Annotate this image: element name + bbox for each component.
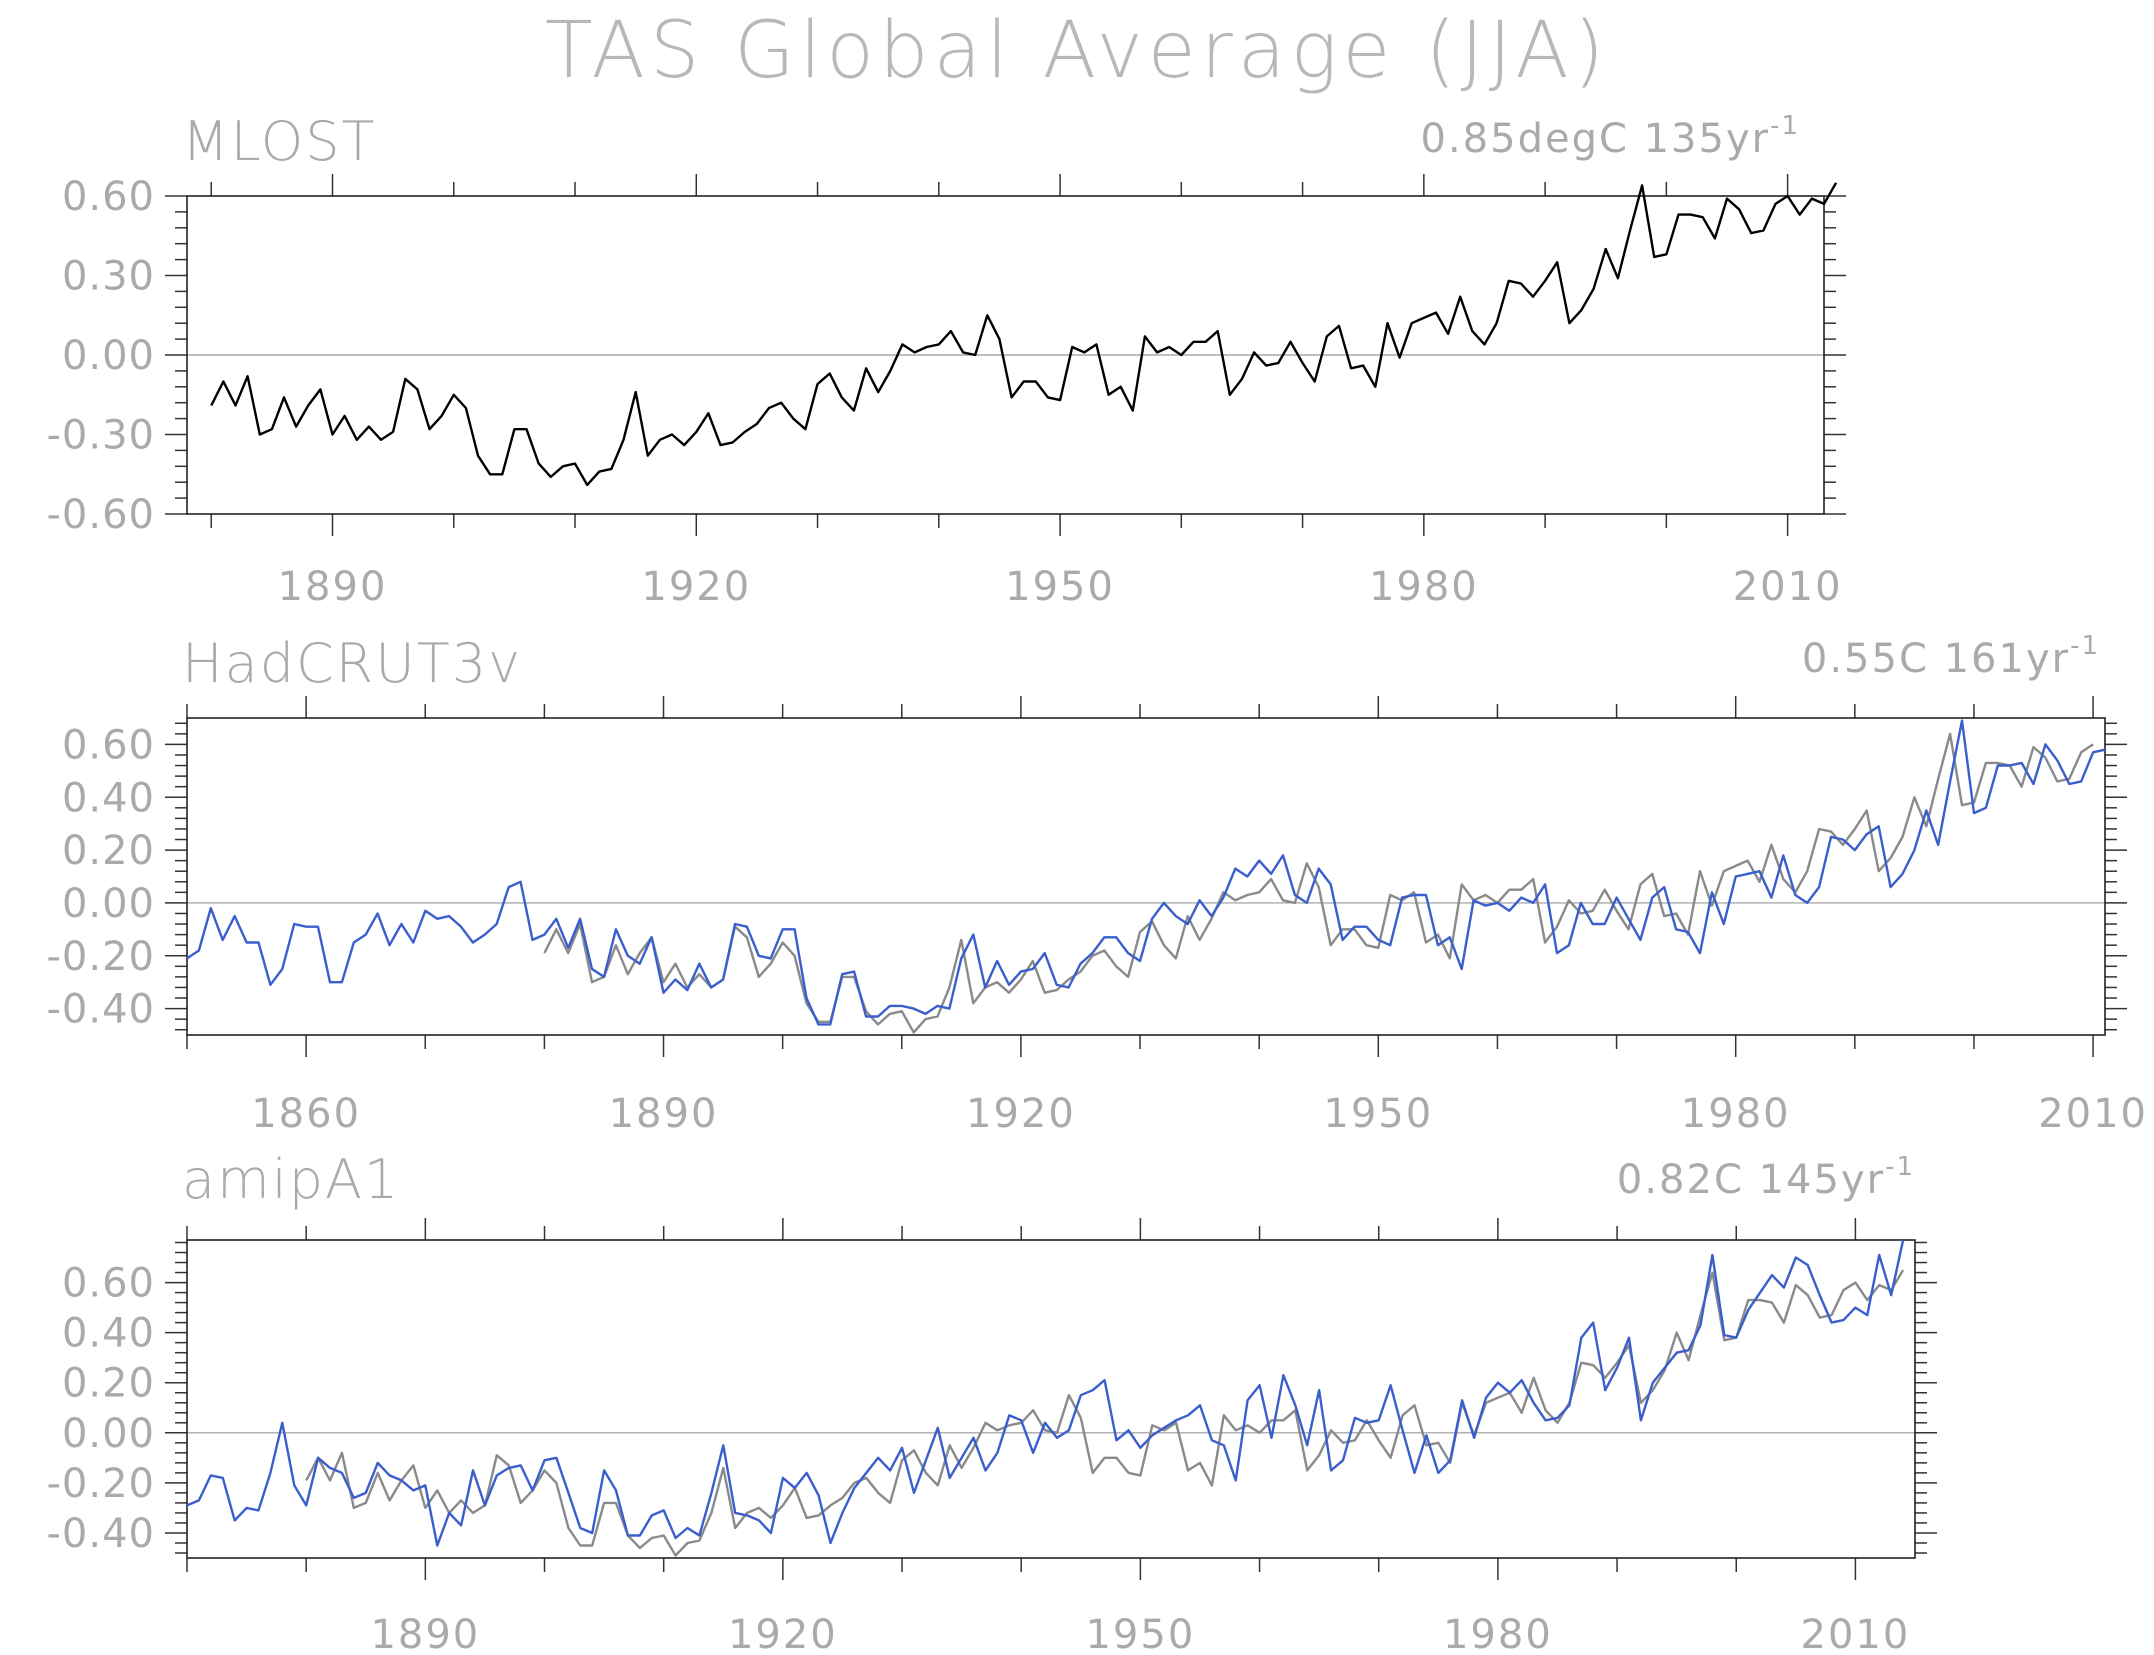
y-tick-label: 0.60 — [62, 722, 155, 768]
series-line-1 — [186, 719, 2106, 1026]
x-tick-label: 1950 — [1085, 1612, 1195, 1655]
plot-frame — [186, 717, 2106, 1036]
series-line-0 — [210, 182, 1838, 487]
y-tick-label: -0.20 — [47, 934, 156, 980]
y-tick-label: -0.40 — [47, 1511, 156, 1557]
trend-annotation-text: 0.85degC 135yr — [1421, 116, 1771, 162]
trend-annotation-sup: -1 — [1770, 111, 1800, 141]
y-tick-label: 0.60 — [62, 1261, 155, 1307]
panel-amipa1: amipA1 0.82C 145yr-1 1890 1920 1950 1980 2010 0… — [47, 1148, 1937, 1655]
trend-annotation-text: 0.55C 161yr — [1802, 636, 2070, 682]
trend-annotation: 0.55C 161yr-1 — [1802, 631, 2100, 682]
x-tick-label: 1980 — [1443, 1612, 1553, 1655]
x-tick-label: 1860 — [251, 1091, 361, 1137]
x-tick-label: 1890 — [370, 1612, 480, 1655]
trend-annotation: 0.85degC 135yr-1 — [1421, 111, 1801, 162]
panel-label: MLOST — [182, 110, 377, 173]
x-tick-label: 1920 — [641, 564, 751, 610]
y-tick-label: 0.20 — [62, 1361, 155, 1407]
series-line-0 — [543, 732, 2094, 1034]
figure-title: TAS Global Average (JJA) — [544, 6, 1610, 96]
panel-label: amipA1 — [182, 1148, 400, 1211]
x-axis-ticks — [186, 1218, 1857, 1580]
y-tick-label: -0.20 — [47, 1461, 156, 1507]
y-tick-label: 0.30 — [62, 254, 155, 300]
y-tick-label: 0.40 — [62, 775, 155, 821]
trend-annotation: 0.82C 145yr-1 — [1617, 1152, 1915, 1203]
x-tick-label: 2010 — [2038, 1091, 2148, 1137]
x-tick-label: 2010 — [1801, 1612, 1911, 1655]
panel-hadcrut3v: HadCRUT3v 0.55C 161yr-1 1860 1890 1920 1950 19… — [47, 631, 2148, 1137]
y-tick-label: 0.20 — [62, 828, 155, 874]
y-axis-ticks — [165, 722, 2127, 1031]
y-tick-label: 0.40 — [62, 1311, 155, 1357]
y-tick-label: -0.30 — [47, 413, 156, 459]
panel-mlost: MLOST 0.85degC 135yr-1 1890 1920 1950 1980 201… — [47, 110, 1846, 610]
panel-label: HadCRUT3v — [182, 632, 522, 695]
plot-frame — [186, 1239, 1916, 1559]
y-axis-ticks — [165, 195, 1846, 515]
y-axis-ticks — [165, 1241, 1937, 1554]
trend-annotation-text: 0.82C 145yr — [1617, 1157, 1885, 1203]
x-tick-label: 1950 — [1005, 564, 1115, 610]
y-tick-label: -0.60 — [47, 492, 156, 538]
y-tick-label: 0.00 — [62, 1411, 155, 1457]
series-line-1 — [186, 1239, 1905, 1547]
x-tick-label: 1920 — [728, 1612, 838, 1655]
y-tick-label: -0.40 — [47, 987, 156, 1033]
trend-annotation-sup: -1 — [1885, 1152, 1915, 1182]
y-tick-label: 0.00 — [62, 881, 155, 927]
trend-annotation-sup: -1 — [2070, 631, 2100, 661]
x-tick-label: 1980 — [1369, 564, 1479, 610]
x-tick-label: 1890 — [609, 1091, 719, 1137]
y-tick-label: 0.00 — [62, 333, 155, 379]
x-axis-ticks — [210, 174, 1789, 536]
x-tick-label: 1890 — [278, 564, 388, 610]
x-tick-label: 1950 — [1323, 1091, 1433, 1137]
plot-frame — [186, 195, 1825, 515]
x-tick-label: 1980 — [1681, 1091, 1791, 1137]
x-axis-ticks — [186, 696, 2094, 1057]
x-tick-label: 1920 — [966, 1091, 1076, 1137]
y-tick-label: 0.60 — [62, 174, 155, 220]
x-tick-label: 2010 — [1733, 564, 1843, 610]
series-line-0 — [305, 1269, 1905, 1557]
